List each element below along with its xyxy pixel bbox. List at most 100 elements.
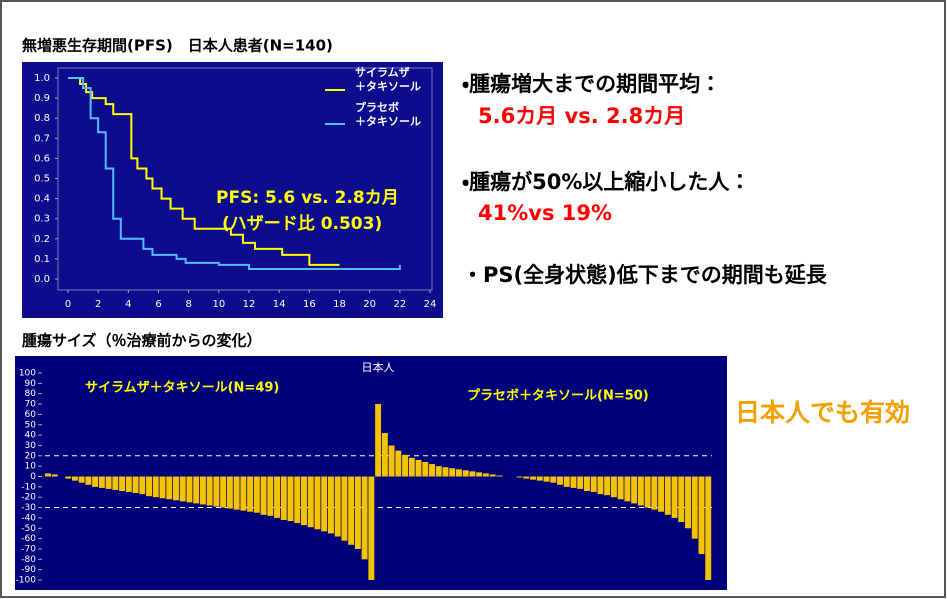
bar <box>206 476 213 506</box>
bar <box>348 476 355 545</box>
bar <box>125 476 132 493</box>
bar <box>489 474 496 477</box>
x-tick-label: 12 <box>243 299 256 310</box>
bar <box>610 476 617 498</box>
bar <box>78 476 85 483</box>
bullet-detail: 41%vs 19% <box>478 201 612 225</box>
bar <box>604 476 611 496</box>
survival-curve <box>68 77 401 270</box>
bar <box>388 445 395 477</box>
bar <box>698 476 705 555</box>
bar <box>119 476 126 491</box>
bar <box>274 476 281 518</box>
y-tick-label: -90 <box>21 565 36 575</box>
bar <box>226 476 233 509</box>
x-tick-label: 2 <box>95 299 101 310</box>
annotation: (ハザード比 0.503) <box>222 213 382 234</box>
y-tick-label: -30 <box>21 503 36 513</box>
bar <box>146 476 152 497</box>
bar <box>321 476 328 532</box>
bar <box>583 476 590 491</box>
y-tick-label: -60 <box>21 534 36 544</box>
bar <box>179 476 186 502</box>
y-tick-label: 0.3 <box>34 214 50 225</box>
bar <box>307 476 314 528</box>
y-tick-label: -50 <box>21 524 36 534</box>
bar <box>341 476 348 541</box>
y-tick-label: -80 <box>21 555 36 565</box>
bar <box>429 464 435 477</box>
y-tick-label: -20 <box>21 493 36 503</box>
bullet-heading: ・腫瘍が50%以上縮小した人： <box>462 170 750 194</box>
bar <box>644 476 651 508</box>
x-tick-label: 10 <box>212 299 225 310</box>
bar <box>455 469 462 477</box>
conclusion: 日本人でも有効 <box>735 398 910 427</box>
y-tick-label: -10 <box>21 482 36 492</box>
bar <box>408 457 415 477</box>
bar <box>651 476 658 510</box>
bar <box>469 471 476 477</box>
x-tick-label: 16 <box>303 299 316 310</box>
bar <box>139 476 146 495</box>
survival-curve <box>68 77 340 266</box>
bar <box>462 470 469 477</box>
bar <box>375 404 382 477</box>
bar <box>354 476 361 549</box>
y-tick-label: 40 <box>25 431 37 441</box>
y-tick-label: 90 <box>25 379 37 389</box>
bar <box>516 476 523 478</box>
bar <box>65 476 72 479</box>
bar <box>422 462 429 477</box>
bar <box>199 476 206 505</box>
y-tick-label: 0.4 <box>34 194 50 205</box>
bar <box>159 476 166 499</box>
legend-entry: サイラムザ ＋タキソール <box>355 66 421 93</box>
bar <box>550 476 557 483</box>
x-tick-label: 24 <box>424 299 437 310</box>
waterfall-subtitle: 日本人 <box>362 360 395 374</box>
bullet-detail: 5.6カ月 vs. 2.8カ月 <box>478 104 685 128</box>
bar <box>98 476 105 488</box>
bar <box>449 468 456 477</box>
bar <box>617 476 624 500</box>
bar <box>45 473 51 477</box>
bullet-heading: ・腫瘍増大までの期間平均： <box>462 72 721 96</box>
bar <box>590 476 597 493</box>
bar <box>247 476 254 512</box>
bar <box>294 476 301 524</box>
bar <box>105 476 112 489</box>
x-tick-label: 6 <box>155 299 161 310</box>
bar <box>193 476 200 504</box>
bar <box>691 476 698 539</box>
bar <box>597 476 604 495</box>
y-tick-label: 0.6 <box>34 153 50 164</box>
y-tick-label: 0.0 <box>34 274 50 285</box>
y-tick-label: 0 <box>30 472 36 482</box>
x-tick-label: 18 <box>333 299 346 310</box>
x-tick-label: 4 <box>125 299 131 310</box>
bar <box>624 476 631 502</box>
bar <box>166 476 173 500</box>
bar <box>658 476 665 512</box>
bar <box>637 476 644 506</box>
bar <box>233 476 240 510</box>
bar <box>280 476 287 520</box>
bar <box>314 476 321 530</box>
x-tick-label: 8 <box>185 299 191 310</box>
bar <box>334 476 341 537</box>
bar <box>287 476 294 522</box>
annotation: PFS: 5.6 vs. 2.8カ月 <box>216 188 399 208</box>
y-tick-label: 60 <box>25 410 37 420</box>
bar <box>671 476 678 518</box>
x-tick-label: 20 <box>363 299 376 310</box>
y-tick-label: 0.7 <box>34 133 50 144</box>
bar <box>85 476 92 485</box>
bar <box>361 476 368 560</box>
bar <box>173 476 179 501</box>
x-tick-label: 14 <box>273 299 286 310</box>
bar <box>267 476 274 516</box>
bar <box>240 476 247 511</box>
bar <box>442 467 449 477</box>
bar <box>132 476 139 494</box>
